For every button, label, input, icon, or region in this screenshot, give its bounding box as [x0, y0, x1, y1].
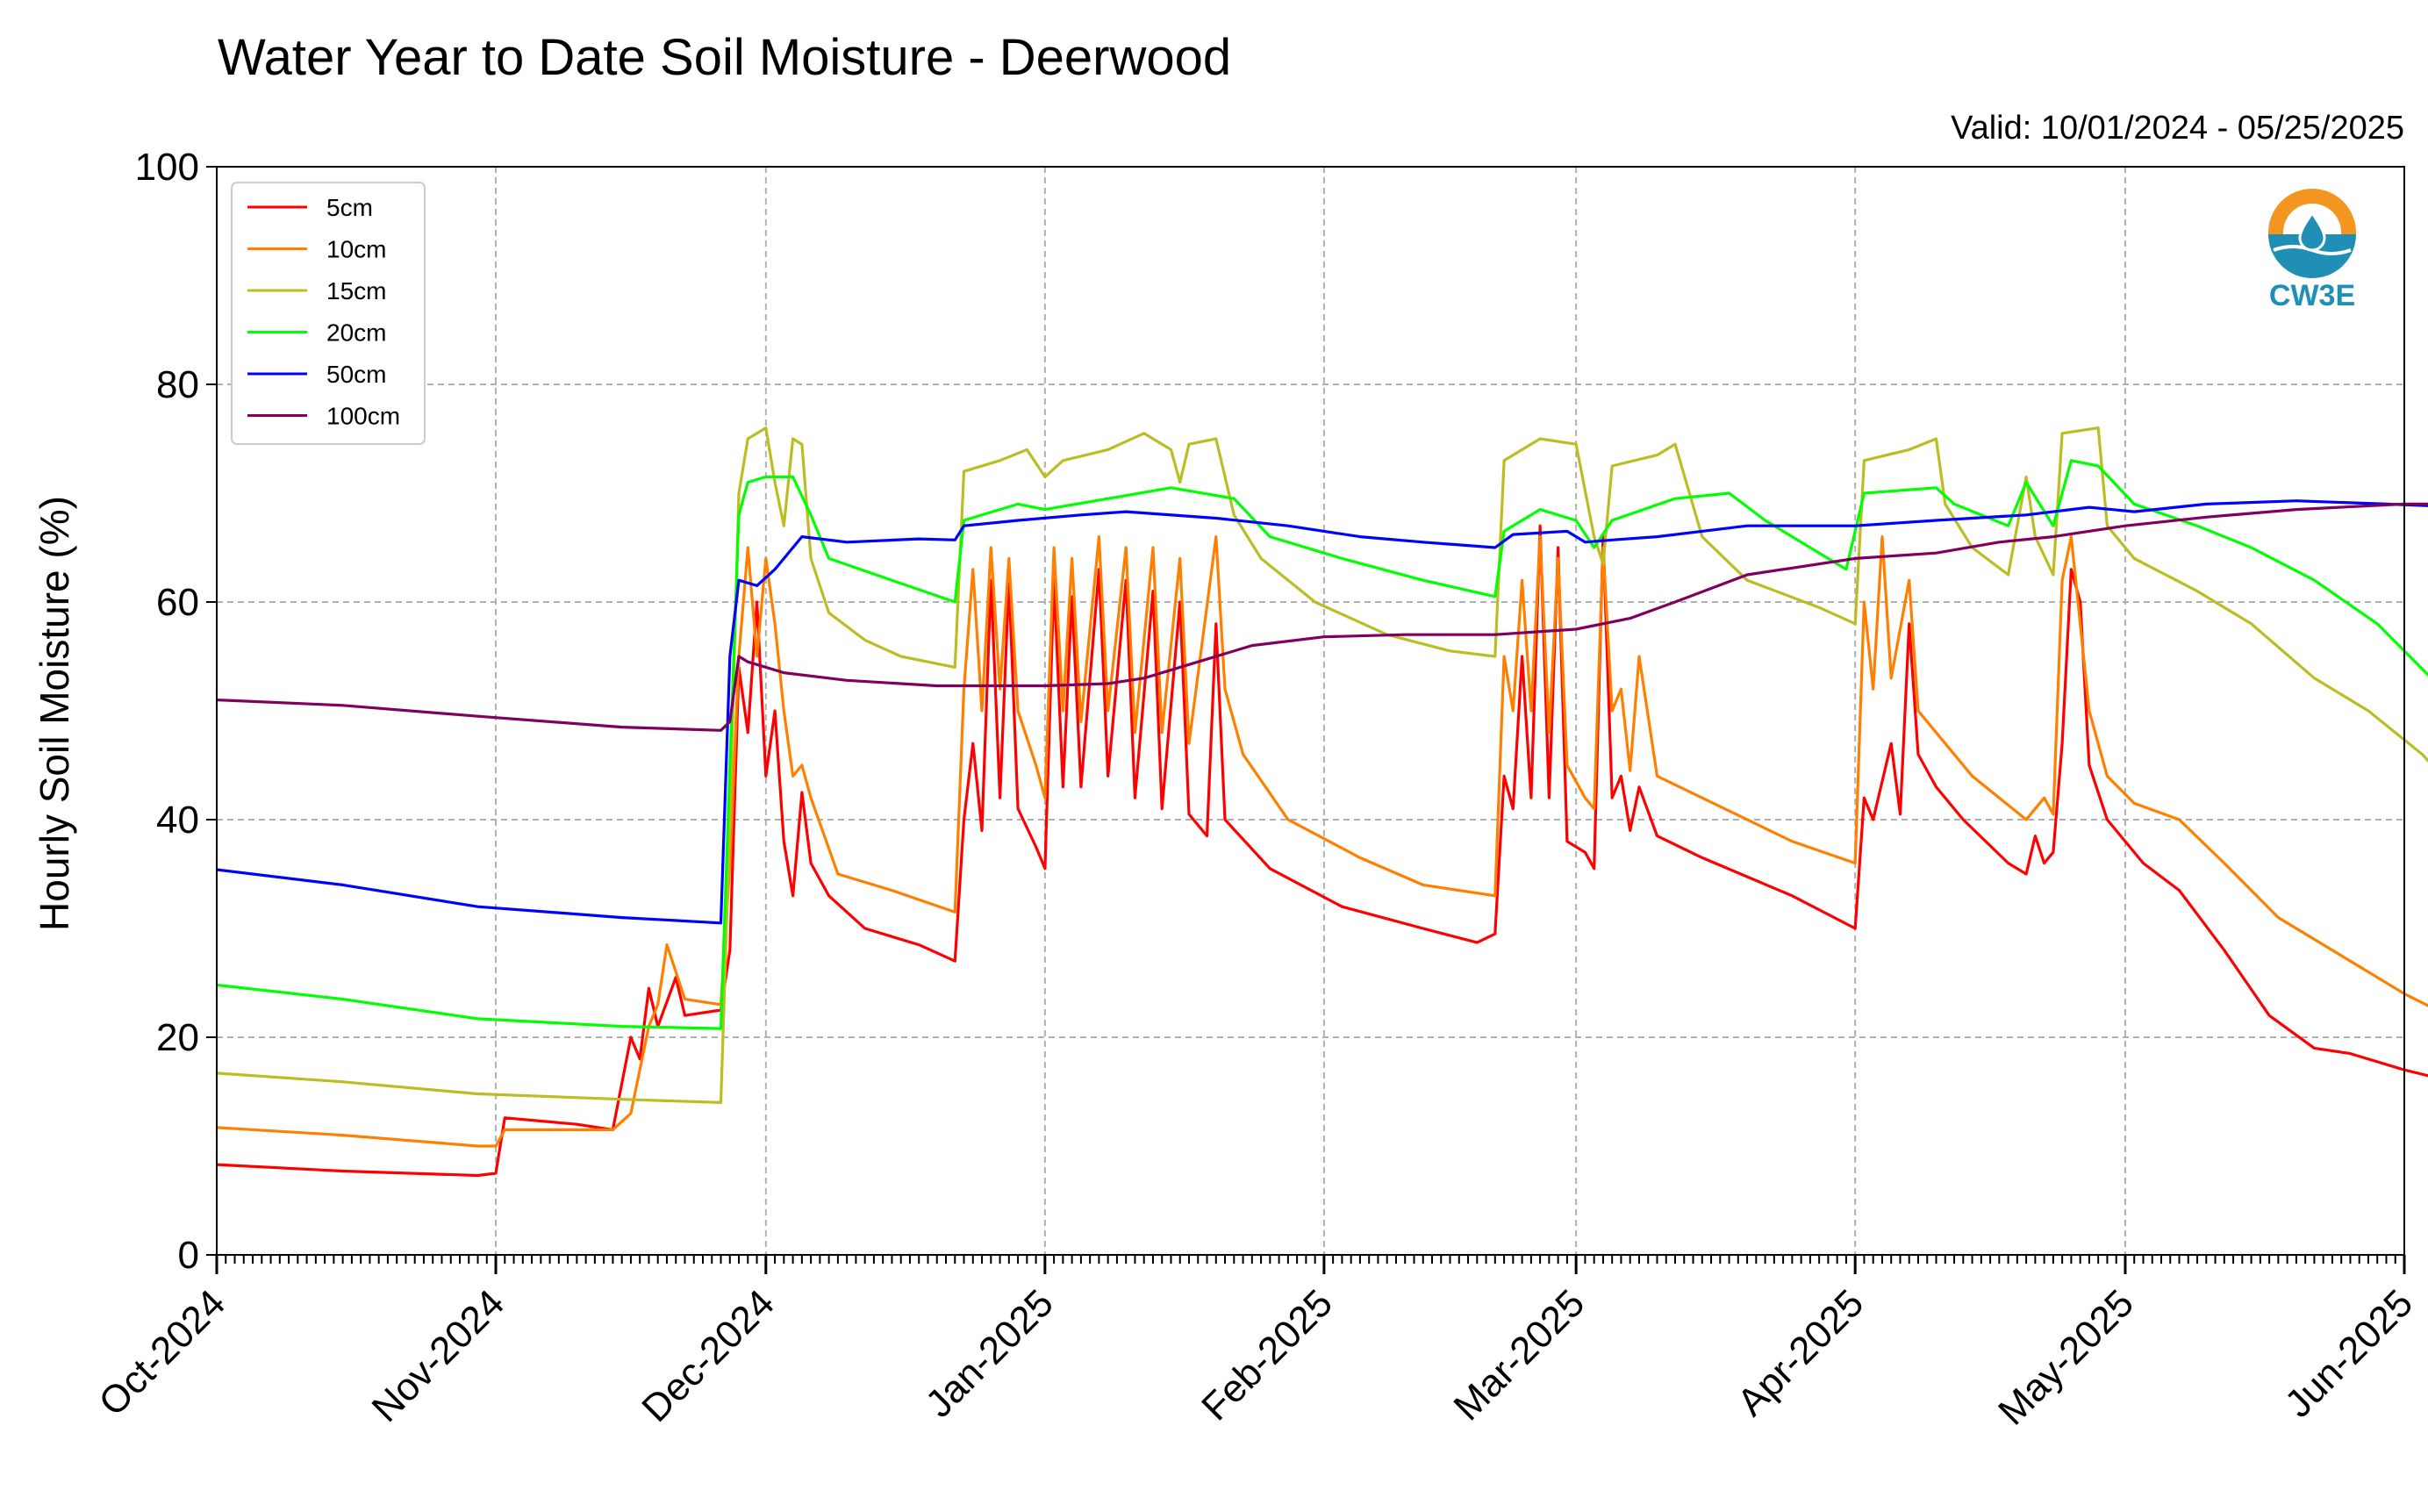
series-line-15cm	[216, 426, 2428, 1105]
x-tick-label: May-2025	[1990, 1281, 2142, 1433]
x-tick-label: Dec-2024	[634, 1281, 783, 1430]
legend-label-5cm: 5cm	[326, 194, 373, 221]
y-tick-labels: 0 20 40 60 80 100	[135, 146, 199, 1277]
legend-items: 5cm 10cm 15cm 20cm 50cm 100cm	[247, 194, 400, 430]
axis-ticks	[206, 166, 2406, 1274]
legend: 5cm 10cm 15cm 20cm 50cm 100cm	[231, 182, 426, 445]
chart-subtitle: Valid: 10/01/2024 - 05/25/2025	[1951, 110, 2404, 147]
series-line-10cm	[216, 534, 2428, 1148]
y-tick-label: 20	[156, 1016, 199, 1059]
y-axis-label: Hourly Soil Moisture (%)	[32, 496, 77, 931]
x-tick-label: Jan-2025	[918, 1281, 1062, 1425]
plot-frame	[216, 166, 2405, 1256]
logo-text: CW3E	[2269, 279, 2355, 312]
x-tick-label: Nov-2024	[364, 1281, 513, 1430]
series-line-5cm	[216, 524, 2428, 1178]
x-tick-label: Mar-2025	[1445, 1281, 1593, 1429]
chart-title: Water Year to Date Soil Moisture - Deerw…	[218, 29, 1231, 86]
legend-label-20cm: 20cm	[326, 319, 386, 347]
y-tick-label: 0	[178, 1234, 199, 1277]
x-tick-label: Oct-2024	[90, 1281, 233, 1424]
legend-label-100cm: 100cm	[326, 403, 400, 430]
x-tick-labels: Oct-2024 Nov-2024 Dec-2024 Jan-2025 Feb-2025…	[90, 1281, 2421, 1433]
series-line-50cm	[216, 499, 2428, 925]
y-tick-label: 100	[135, 146, 199, 189]
series-line-20cm	[216, 459, 2428, 1030]
cw3e-logo: CW3E	[2268, 189, 2356, 312]
x-tick-label: Feb-2025	[1193, 1281, 1341, 1429]
legend-label-15cm: 15cm	[326, 277, 386, 305]
y-tick-label: 80	[156, 363, 199, 406]
x-tick-label: Jun-2025	[2277, 1281, 2421, 1425]
legend-label-10cm: 10cm	[326, 236, 386, 263]
logo-drop-icon	[2298, 211, 2326, 252]
y-tick-label: 60	[156, 581, 199, 624]
series-line-100cm	[216, 502, 2428, 732]
y-tick-label: 40	[156, 799, 199, 842]
grid	[217, 166, 2404, 1256]
x-tick-label: Apr-2025	[1730, 1281, 1873, 1424]
series-lines	[216, 426, 2428, 1178]
legend-label-50cm: 50cm	[326, 361, 386, 388]
